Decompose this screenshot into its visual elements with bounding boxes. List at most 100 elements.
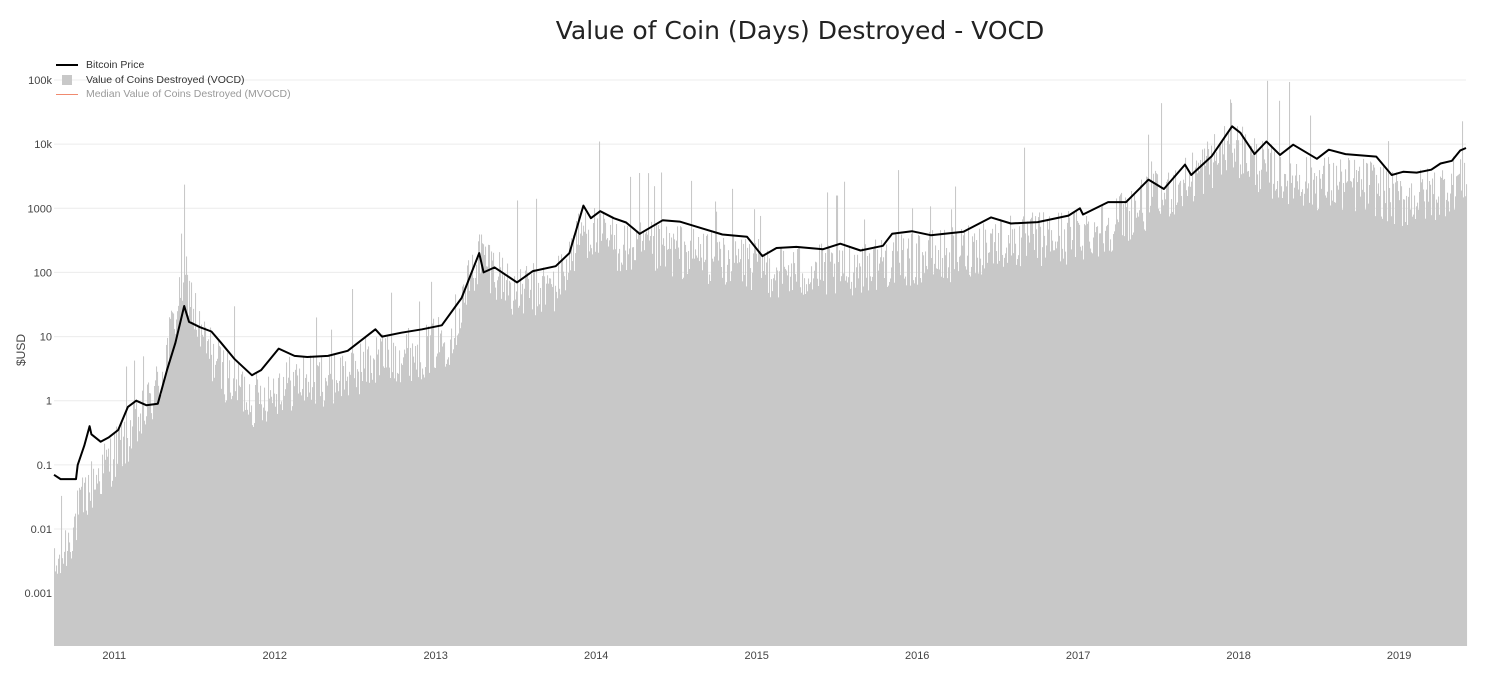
- vocd-bar: [772, 291, 774, 646]
- vocd-bar: [712, 258, 714, 646]
- vocd-bar: [1032, 212, 1034, 646]
- vocd-bar: [136, 399, 138, 646]
- vocd-bar: [763, 271, 765, 646]
- vocd-bar: [1331, 190, 1333, 646]
- vocd-bar: [552, 286, 554, 646]
- vocd-bar: [1428, 201, 1430, 646]
- vocd-bar: [435, 367, 437, 646]
- vocd-bar: [823, 280, 825, 646]
- vocd-bar: [554, 311, 556, 646]
- vocd-bar: [1454, 209, 1456, 647]
- vocd-bar: [662, 244, 664, 646]
- vocd-bar: [212, 381, 214, 646]
- vocd-bar: [399, 350, 401, 646]
- legend-item-bitcoin-price[interactable]: Bitcoin Price: [56, 58, 291, 73]
- vocd-bar: [57, 573, 59, 646]
- vocd-bar: [1141, 179, 1143, 647]
- vocd-bar: [894, 282, 896, 646]
- vocd-bar: [998, 232, 1000, 646]
- vocd-bar: [442, 346, 444, 646]
- vocd-bar: [398, 373, 400, 646]
- vocd-bar: [720, 248, 722, 646]
- legend-item-vocd[interactable]: Value of Coins Destroyed (VOCD): [56, 73, 291, 88]
- vocd-bar: [996, 251, 998, 647]
- vocd-bar: [1362, 189, 1364, 647]
- vocd-bar: [1361, 179, 1363, 646]
- vocd-bar: [400, 382, 402, 646]
- vocd-bar: [472, 254, 474, 646]
- vocd-bar: [534, 269, 536, 646]
- vocd-bar: [884, 278, 886, 646]
- vocd-bar: [102, 454, 104, 646]
- vocd-bar: [1260, 189, 1262, 647]
- vocd-bar: [439, 352, 441, 646]
- vocd-bar: [516, 291, 518, 646]
- vocd-bar: [452, 353, 454, 646]
- vocd-bar: [1129, 210, 1131, 646]
- vocd-bar: [427, 336, 429, 646]
- vocd-bar: [1143, 221, 1145, 646]
- vocd-bar: [1214, 134, 1216, 646]
- vocd-bar: [1274, 151, 1276, 647]
- legend[interactable]: Bitcoin Price Value of Coins Destroyed (…: [56, 58, 291, 102]
- vocd-bar: [1219, 143, 1221, 646]
- vocd-bar: [1072, 240, 1074, 646]
- vocd-bar: [413, 356, 415, 646]
- vocd-bar: [1207, 141, 1209, 646]
- vocd-bar: [830, 261, 832, 646]
- vocd-bar: [613, 249, 615, 646]
- vocd-bar: [813, 278, 815, 646]
- legend-item-mvocd[interactable]: Median Value of Coins Destroyed (MVOCD): [56, 87, 291, 102]
- vocd-bar: [94, 489, 96, 646]
- vocd-bar: [624, 225, 626, 646]
- vocd-bar: [718, 260, 720, 646]
- vocd-bar: [801, 292, 803, 646]
- vocd-bar: [370, 355, 372, 646]
- vocd-bar: [230, 392, 232, 646]
- vocd-bar: [978, 273, 980, 646]
- vocd-bar: [640, 222, 642, 647]
- vocd-bar: [1195, 167, 1197, 646]
- vocd-bar: [1461, 190, 1463, 646]
- vocd-bar: [675, 248, 677, 647]
- vocd-bar: [1210, 158, 1212, 646]
- vocd-bar: [98, 468, 100, 646]
- vocd-bar: [1416, 206, 1418, 646]
- vocd-bar: [656, 224, 658, 647]
- vocd-bar: [1159, 211, 1161, 646]
- vocd-bar: [286, 362, 288, 646]
- vocd-bar: [1160, 213, 1162, 647]
- bitcoin-price-line: [53, 125, 1467, 481]
- vocd-bar: [1398, 191, 1400, 646]
- vocd-bar: [871, 281, 873, 646]
- vocd-bar: [1404, 199, 1406, 646]
- vocd-bar: [665, 266, 667, 646]
- vocd-bar: [243, 411, 245, 646]
- vocd-bar: [1245, 134, 1247, 646]
- vocd-bar: [597, 218, 599, 646]
- vocd-bar: [644, 250, 646, 646]
- vocd-bar: [581, 222, 583, 646]
- vocd-bar: [1281, 186, 1283, 647]
- vocd-bar: [481, 234, 483, 647]
- vocd-bar: [74, 516, 76, 646]
- vocd-bar: [197, 336, 199, 646]
- vocd-bar: [391, 292, 393, 646]
- vocd-bar: [540, 287, 542, 646]
- vocd-bar: [738, 248, 740, 647]
- vocd-bar: [1259, 170, 1261, 646]
- vocd-bar: [1421, 182, 1423, 646]
- vocd-bar: [803, 294, 805, 646]
- vocd-bar: [866, 277, 868, 646]
- x-tick-label: 2017: [1066, 650, 1090, 662]
- vocd-bar: [688, 250, 690, 646]
- vocd-bar: [1296, 163, 1298, 646]
- vocd-bar: [825, 253, 827, 646]
- vocd-bar: [887, 287, 889, 646]
- vocd-bar: [1136, 217, 1138, 646]
- vocd-bar: [281, 401, 283, 646]
- vocd-bar: [393, 342, 395, 646]
- vocd-bar: [579, 245, 581, 646]
- vocd-bar: [834, 263, 836, 646]
- vocd-bar: [271, 396, 273, 646]
